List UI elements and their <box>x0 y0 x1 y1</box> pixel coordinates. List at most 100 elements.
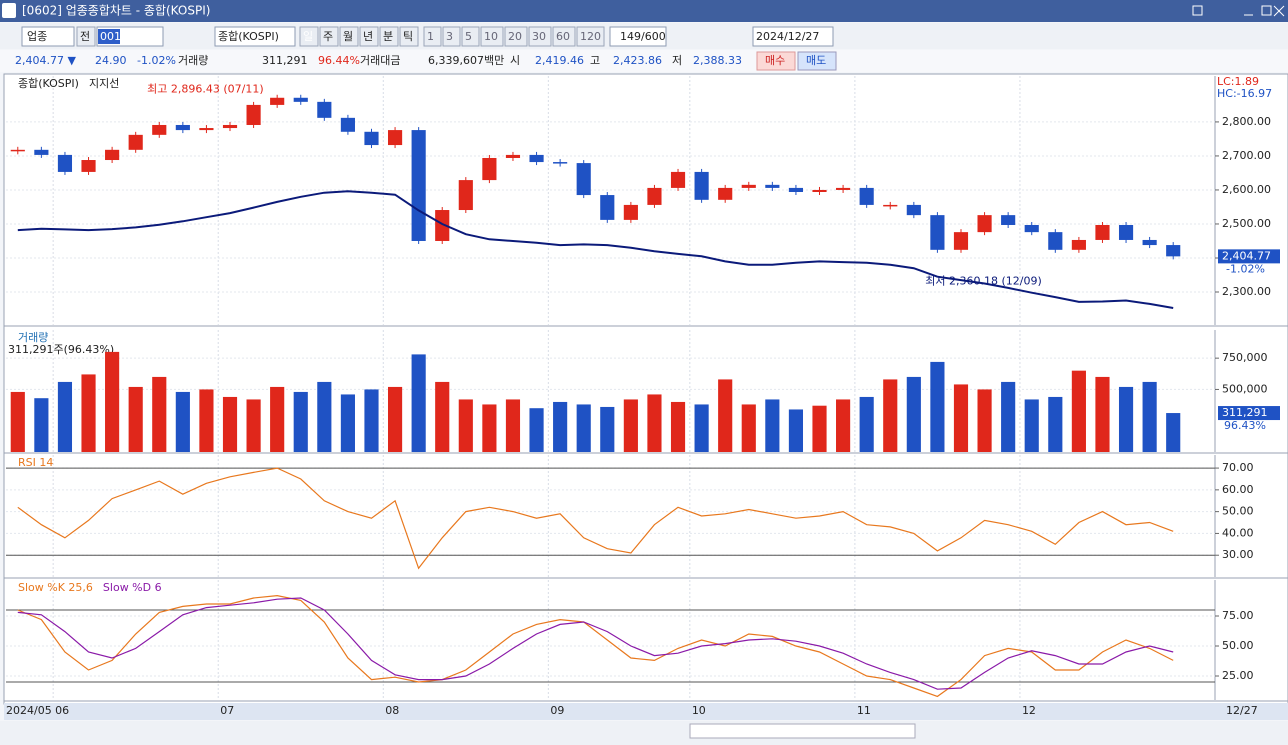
candle <box>340 117 355 132</box>
interval: 20 <box>508 30 522 43</box>
volume-bar <box>340 394 355 452</box>
low: 2,388.33 <box>693 54 742 67</box>
market-select[interactable] <box>21 26 75 47</box>
period-button[interactable] <box>319 26 339 47</box>
candle <box>364 131 379 146</box>
period-button[interactable] <box>379 26 399 47</box>
candle <box>718 187 733 200</box>
candle <box>600 195 615 220</box>
period-button[interactable] <box>359 26 379 47</box>
candle <box>199 128 214 131</box>
change: 24.90 <box>95 54 127 67</box>
mode-button[interactable] <box>76 26 96 47</box>
candle <box>152 124 167 135</box>
hc-label: HC:-16.97 <box>1217 87 1272 100</box>
window-controls[interactable] <box>1192 5 1285 17</box>
volume-bar <box>576 404 591 452</box>
buy: 매수 <box>765 54 785 67</box>
series-line <box>17 467 1174 570</box>
period: 일 <box>303 29 313 43</box>
volume-bar <box>741 404 756 452</box>
rate: -1.02% <box>137 54 176 67</box>
volume-bar <box>718 379 733 452</box>
last-volume: 311,291 <box>1222 406 1268 419</box>
legend-label: RSI 14 <box>18 456 53 469</box>
open: 2,419.46 <box>535 54 584 67</box>
candle <box>175 124 190 131</box>
volume-bar <box>859 396 874 452</box>
interval-button[interactable] <box>442 26 461 47</box>
volume-bar <box>977 389 992 452</box>
open-label: 시 <box>510 54 520 67</box>
period-button[interactable] <box>339 26 359 47</box>
series-line <box>17 594 1174 698</box>
y-tick-label: 2,300.00 <box>1222 285 1271 298</box>
interval-button[interactable] <box>576 26 605 47</box>
period-button[interactable] <box>399 26 419 47</box>
volume-bar <box>435 381 450 452</box>
volume-bar <box>317 381 332 452</box>
volume-bar <box>529 408 544 452</box>
candle <box>10 149 25 152</box>
candle <box>836 187 851 190</box>
candle <box>1095 224 1110 240</box>
candle <box>953 232 969 250</box>
legend-label: Slow %K 25,6 <box>18 581 93 594</box>
volume-bar <box>812 405 827 452</box>
y-tick-label: 50.00 <box>1222 505 1254 518</box>
code-text: 001 <box>100 30 121 43</box>
candle <box>883 204 898 207</box>
interval-button[interactable] <box>423 26 442 47</box>
candle <box>81 160 96 172</box>
volume-bar <box>906 376 921 452</box>
last-rate: -1.02% <box>1226 262 1265 275</box>
interval: 3 <box>446 30 453 43</box>
volume-bar <box>411 354 426 452</box>
date-field[interactable] <box>752 26 834 47</box>
period: 분 <box>383 30 393 43</box>
candle <box>906 204 921 216</box>
volume-bar <box>836 399 851 452</box>
candle <box>458 180 473 211</box>
candle <box>553 162 568 164</box>
candle <box>270 97 285 105</box>
mode: 전 <box>80 30 90 43</box>
volume-bar <box>246 399 261 452</box>
interval: 30 <box>532 30 546 43</box>
index-name: 종합(KOSPI) <box>218 30 279 43</box>
candle <box>1166 245 1181 257</box>
name-field[interactable] <box>214 26 296 47</box>
period-button[interactable] <box>299 26 319 47</box>
sell-button[interactable] <box>797 51 837 71</box>
volume-bar <box>1118 386 1134 452</box>
interval-button[interactable] <box>480 26 504 47</box>
volume-bar <box>57 381 73 452</box>
x-tick-label: 11 <box>857 704 871 717</box>
volume-bar <box>1142 381 1157 452</box>
x-axis-bar <box>4 703 1288 720</box>
candle <box>435 210 450 241</box>
volume-bar <box>10 391 25 452</box>
candle <box>128 134 143 150</box>
buy-button[interactable] <box>756 51 796 71</box>
interval-button[interactable] <box>552 26 576 47</box>
interval-button[interactable] <box>504 26 528 47</box>
candle <box>977 215 992 233</box>
volume-bar <box>199 389 214 452</box>
candle <box>57 154 73 172</box>
volume-bar <box>883 379 898 452</box>
legend-label: 지지선 <box>89 77 119 90</box>
interval: 60 <box>556 30 570 43</box>
high-annotation: 최고 2,896.43 (07/11) <box>147 82 264 95</box>
period: 월 <box>343 30 353 43</box>
code-highlight <box>98 29 120 44</box>
candle <box>1024 224 1039 233</box>
date: 2024/12/27 <box>756 30 819 43</box>
volume-bar <box>105 351 120 452</box>
interval-button[interactable] <box>528 26 552 47</box>
scrollbar[interactable] <box>689 723 916 739</box>
interval-button[interactable] <box>461 26 480 47</box>
info-row <box>0 50 1288 72</box>
candle <box>1071 239 1086 250</box>
